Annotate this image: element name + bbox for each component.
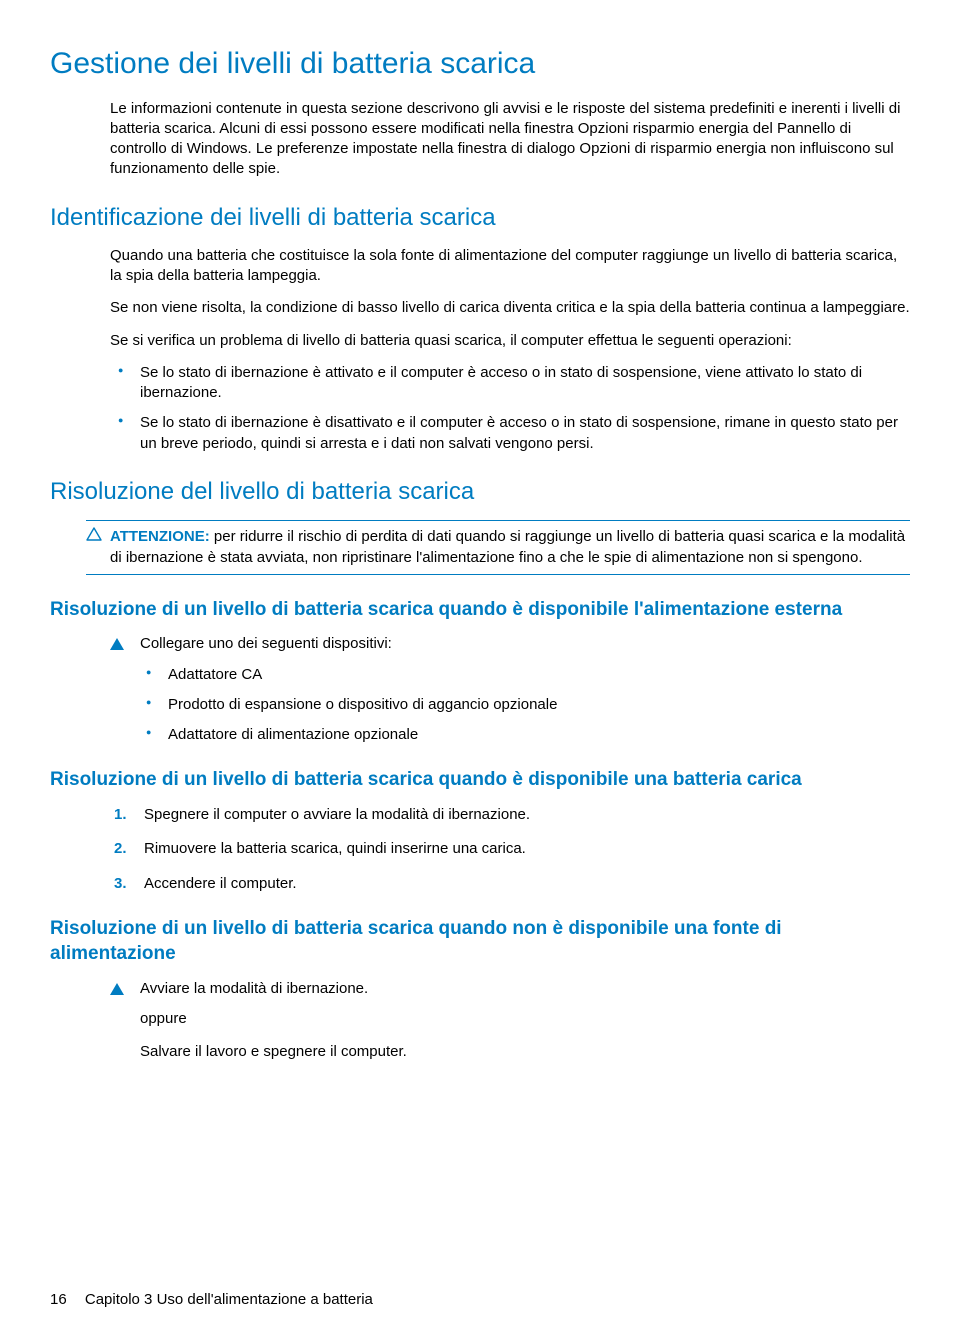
instruction-row: Collegare uno dei seguenti dispositivi:: [110, 634, 910, 654]
body-text: Quando una batteria che costituisce la s…: [110, 246, 910, 287]
body-text: oppure: [140, 1009, 910, 1029]
instruction-text: Avviare la modalità di ibernazione.: [140, 980, 368, 997]
list-item: Se lo stato di ibernazione è disattivato…: [110, 413, 910, 454]
page-number: 16: [50, 1291, 67, 1308]
numbered-steps: Spegnere il computer o avviare la modali…: [110, 805, 910, 894]
list-item: Adattatore CA: [140, 665, 910, 685]
step-item: Accendere il computer.: [110, 874, 910, 894]
triangle-bullet-icon: [110, 636, 124, 656]
bullet-list: Se lo stato di ibernazione è attivato e …: [110, 363, 910, 454]
subsection-heading-charged-battery: Risoluzione di un livello di batteria sc…: [50, 767, 910, 793]
list-item: Prodotto di espansione o dispositivo di …: [140, 695, 910, 715]
body-text: Salvare il lavoro e spegnere il computer…: [140, 1042, 910, 1062]
body-text: Se si verifica un problema di livello di…: [110, 331, 910, 351]
list-item: Se lo stato di ibernazione è attivato e …: [110, 363, 910, 404]
page-footer: 16 Capitolo 3 Uso dell'alimentazione a b…: [50, 1290, 373, 1310]
instruction-text: Collegare uno dei seguenti dispositivi:: [140, 635, 392, 652]
section-heading-risoluzione: Risoluzione del livello di batteria scar…: [50, 476, 910, 508]
section-heading-identificazione: Identificazione dei livelli di batteria …: [50, 202, 910, 234]
step-item: Rimuovere la batteria scarica, quindi in…: [110, 839, 910, 859]
caution-text: ATTENZIONE: per ridurre il rischio di pe…: [86, 527, 910, 568]
instruction-row: Avviare la modalità di ibernazione.: [110, 979, 910, 999]
page-title: Gestione dei livelli di batteria scarica: [50, 44, 910, 85]
body-text: Se non viene risolta, la condizione di b…: [110, 298, 910, 318]
caution-body: per ridurre il rischio di perdita di dat…: [110, 528, 905, 565]
triangle-bullet-icon: [110, 981, 124, 1001]
subsection-heading-external-power: Risoluzione di un livello di batteria sc…: [50, 597, 910, 623]
step-item: Spegnere il computer o avviare la modali…: [110, 805, 910, 825]
bullet-list: Adattatore CA Prodotto di espansione o d…: [140, 665, 910, 746]
chapter-label: Capitolo 3 Uso dell'alimentazione a batt…: [85, 1291, 373, 1308]
intro-paragraph: Le informazioni contenute in questa sezi…: [110, 99, 910, 180]
subsection-heading-no-power-source: Risoluzione di un livello di batteria sc…: [50, 916, 910, 967]
warning-triangle-icon: [86, 527, 102, 547]
caution-label: ATTENZIONE:: [110, 528, 210, 545]
list-item: Adattatore di alimentazione opzionale: [140, 725, 910, 745]
caution-box: ATTENZIONE: per ridurre il rischio di pe…: [86, 520, 910, 575]
